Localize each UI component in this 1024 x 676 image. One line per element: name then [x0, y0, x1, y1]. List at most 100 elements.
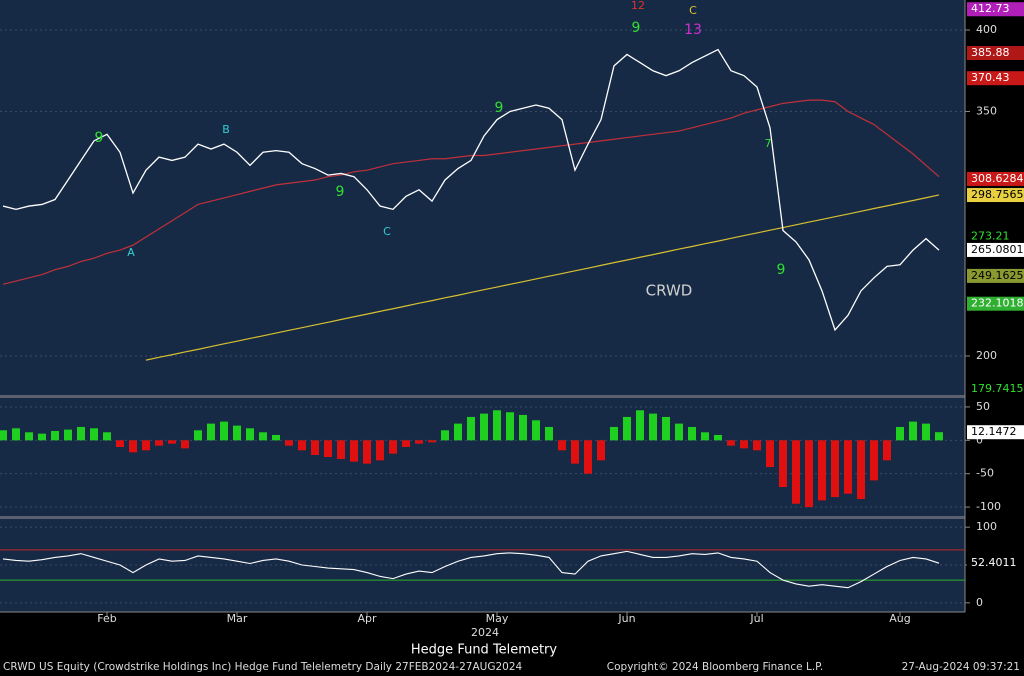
histogram-bar: [441, 430, 449, 441]
y-tick-label: -50: [976, 467, 994, 480]
price-label-box: [967, 296, 1024, 311]
histogram-bar: [831, 440, 839, 498]
value-label-box: [967, 425, 1024, 440]
histogram-bar: [909, 421, 917, 441]
histogram-bar: [649, 413, 657, 441]
panel-divider: [0, 516, 965, 519]
histogram-bar: [311, 440, 319, 455]
x-tick-label: Mar: [227, 612, 248, 625]
x-tick-label: Apr: [357, 612, 377, 625]
annotation: C: [383, 225, 391, 238]
histogram-bar: [363, 440, 371, 464]
price-label-box: [967, 46, 1024, 61]
annotation: 7: [765, 137, 772, 150]
histogram-bar: [272, 434, 280, 441]
annotation: C: [689, 4, 697, 17]
y-tick-label: 50: [976, 400, 990, 413]
histogram-bar: [519, 414, 527, 441]
histogram-bar: [805, 440, 813, 508]
histogram-bar: [12, 428, 20, 441]
histogram-bar: [532, 420, 540, 441]
histogram-bar: [51, 430, 59, 441]
annotation: 13: [684, 22, 702, 38]
histogram-bar: [935, 432, 943, 441]
histogram-bar: [701, 432, 709, 441]
histogram-bar: [558, 440, 566, 451]
histogram-bar: [571, 440, 579, 464]
value-label-box: [967, 556, 1024, 571]
histogram-bar: [103, 432, 111, 441]
annotation: A: [127, 246, 135, 259]
histogram-bar: [389, 440, 397, 454]
histogram-bar: [415, 440, 423, 444]
annotation: 9: [336, 184, 345, 200]
histogram-bar: [922, 423, 930, 441]
histogram-bar: [298, 440, 306, 451]
annotation: 9: [495, 100, 504, 116]
panel-divider: [0, 395, 965, 398]
value-label: 12.1472: [971, 425, 1017, 438]
price-label: 412.73: [971, 2, 1010, 15]
price-label-box: [967, 242, 1024, 257]
y-tick-label: 0: [976, 596, 983, 609]
annotation: 9: [95, 130, 104, 146]
histogram-bar: [0, 430, 7, 441]
histogram-bar: [584, 440, 592, 474]
histogram-bar: [350, 440, 358, 462]
histogram-bar: [376, 440, 384, 461]
histogram-bar: [194, 430, 202, 441]
annotation: CRWD: [646, 282, 693, 300]
histogram-bar: [896, 426, 904, 441]
histogram-bar: [506, 412, 514, 441]
footer-left: CRWD US Equity (Crowdstrike Holdings Inc…: [3, 661, 522, 673]
annotation: 9: [632, 20, 641, 36]
year-label: 2024: [471, 626, 499, 639]
price-label: 273.21: [971, 230, 1010, 243]
x-tick-label: May: [486, 612, 509, 625]
histogram-bar: [25, 432, 33, 441]
histogram-bar: [402, 440, 410, 447]
histogram-bar: [285, 440, 293, 446]
x-tick-label: Feb: [97, 612, 116, 625]
y-tick-label: 100: [976, 520, 997, 533]
price-label: 308.6284: [971, 172, 1024, 185]
x-tick-label: Jul: [749, 612, 763, 625]
y-tick-label: -100: [976, 500, 1001, 513]
histogram-bar: [545, 426, 553, 441]
chart-title: Hedge Fund Telemetry: [411, 643, 557, 658]
histogram-bar: [727, 440, 735, 446]
price-label-box: [967, 229, 1024, 244]
price-label-box: [967, 268, 1024, 283]
histogram-bar: [116, 440, 124, 447]
histogram-bar: [493, 410, 501, 441]
histogram-bar: [233, 425, 241, 441]
histogram-bar: [857, 440, 865, 500]
price-label: 298.7565: [971, 188, 1024, 201]
y-tick-label: 200: [976, 349, 997, 362]
y-tick-label: 0: [976, 433, 983, 446]
histogram-bar: [688, 426, 696, 441]
histogram-bar: [779, 440, 787, 488]
price-label-box: [967, 71, 1024, 86]
histogram-bar: [220, 421, 228, 441]
price-label-box: [967, 382, 1024, 397]
annotation: 12: [631, 0, 645, 12]
histogram-bar: [792, 440, 800, 504]
histogram-bar: [844, 440, 852, 494]
histogram-bar: [753, 440, 761, 451]
price-label: 249.1625: [971, 269, 1024, 282]
price-line: [2, 48, 940, 332]
histogram-bar: [155, 440, 163, 446]
histogram-bar: [883, 440, 891, 461]
annotation: 9: [777, 262, 786, 278]
histogram-bar: [64, 429, 72, 441]
histogram-bar: [675, 423, 683, 441]
histogram-bar: [207, 423, 215, 441]
histogram-bar: [662, 416, 670, 441]
annotation: B: [222, 123, 230, 136]
histogram-bar: [610, 426, 618, 441]
histogram-bar: [766, 440, 774, 468]
histogram-bar: [337, 440, 345, 460]
